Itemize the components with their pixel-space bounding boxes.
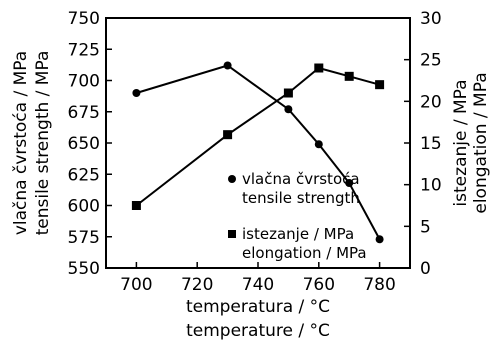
series-1-point-4 (344, 71, 354, 81)
y-left-tick-label-4: 650 (68, 134, 100, 154)
y-right-title-en: elongation / MPa (471, 72, 491, 213)
legend-label-1b: tensile strength (242, 189, 360, 207)
y-right-tick-label-4: 20 (420, 92, 442, 112)
series-0-point-1 (223, 61, 232, 70)
series-1-point-1 (223, 130, 233, 140)
series-1-point-5 (375, 80, 385, 90)
y-left-tick-label-0: 550 (68, 259, 100, 279)
y-right-tick-label-1: 5 (420, 217, 431, 237)
series-1-point-2 (283, 88, 293, 98)
series-0-point-4 (345, 179, 354, 187)
series-0-point-0 (132, 89, 141, 97)
x-title-en: temperature / °C (186, 321, 330, 341)
y-left-tick-label-5: 675 (68, 103, 100, 123)
series-1-point-0 (131, 201, 141, 210)
legend-marker-square (228, 230, 236, 238)
series-1-point-3 (314, 63, 324, 73)
x-tick-label-0: 700 (120, 275, 152, 295)
legend-label-2b: elongation / MPa (242, 244, 367, 262)
y-left-tick-label-7: 725 (68, 40, 100, 60)
x-tick-label-4: 780 (363, 275, 395, 295)
y-left-title: vlačna čvrstoća / MPa (11, 51, 31, 235)
y-right-tick-label-2: 10 (420, 176, 442, 196)
legend-marker-circle (228, 175, 236, 183)
y-right-tick-label-0: 0 (420, 259, 431, 279)
y-left-tick-label-8: 750 (68, 9, 100, 29)
y-left-tick-label-3: 625 (68, 165, 100, 185)
y-right-tick-label-5: 25 (420, 51, 442, 71)
series-line-1 (135, 66, 380, 207)
legend-label-2a: istezanje / MPa (242, 225, 354, 243)
y-left-tick-label-1: 575 (68, 228, 100, 248)
x-tick-label-1: 720 (181, 275, 213, 295)
y-left-tick-label-6: 700 (68, 72, 100, 92)
legend-label-1a: vlačna čvrstoća (242, 170, 360, 188)
series-line-0 (136, 64, 381, 240)
y-right-tick-label-6: 30 (420, 9, 442, 29)
y-right-title: istezanje / MPa (451, 79, 471, 206)
series-layer (131, 61, 385, 244)
series-0-point-3 (314, 140, 323, 149)
x-tick-label-2: 740 (242, 275, 274, 295)
x-tick-label-3: 760 (303, 275, 335, 295)
y-right-tick-label-3: 15 (420, 134, 442, 154)
y-left-tick-label-2: 600 (68, 197, 100, 217)
series-0-point-5 (375, 235, 384, 244)
axis-ticks: 700 720 740 760 780 550 575 600 625 650 675 700 725 7… (68, 9, 442, 295)
series-0-point-2 (284, 105, 293, 114)
y-left-title-en: tensile strength / MPa (33, 51, 53, 236)
x-title: temperatura / °C (186, 297, 330, 317)
legend: vlačna čvrstoća tensile strength istezan… (228, 170, 367, 262)
